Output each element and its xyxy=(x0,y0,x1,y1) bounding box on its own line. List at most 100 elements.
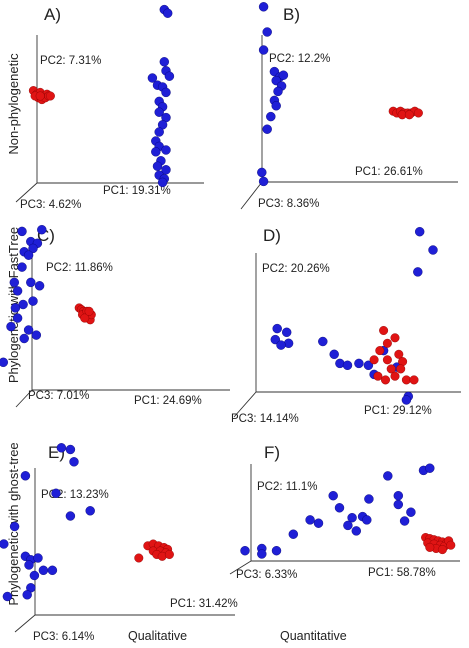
panel-f-blue-point-17 xyxy=(399,516,410,526)
panel-a-blue-point-11 xyxy=(154,107,164,117)
panel-b-pc1-label: PC1: 26.61% xyxy=(355,166,423,178)
panel-e-blue-point-18 xyxy=(2,591,13,602)
panel-d-blue-point-7 xyxy=(276,340,286,350)
panel-d-red-point-11 xyxy=(390,371,400,381)
panel-f-blue-point-7 xyxy=(328,491,338,501)
panel-a-blue-point-4 xyxy=(164,71,175,81)
panel-d-blue-point-13 xyxy=(363,360,374,370)
panel-a-blue-point-21 xyxy=(161,165,171,175)
panel-b-red-point-9 xyxy=(404,110,414,120)
panel-a-axes xyxy=(15,35,204,203)
panel-f-red-point-12 xyxy=(425,542,435,552)
panel-a-blue-point-20 xyxy=(152,161,163,171)
panel-c-blue-point-13 xyxy=(10,303,21,313)
panel-b-red-point-7 xyxy=(413,108,423,118)
panel-e-blue-point-7 xyxy=(9,521,20,532)
panel-d-red-point-4 xyxy=(394,349,404,359)
panel-f: F) PC2: 11.1% PC1: 58.78% PC3: 6.33% xyxy=(229,443,460,581)
panel-f-red-point-11 xyxy=(437,545,447,555)
panel-d-blue-point-11 xyxy=(342,360,353,370)
column-label-qualitative: Qualitative xyxy=(128,629,187,643)
panel-f-blue-point-8 xyxy=(334,503,345,513)
panel-b-pc3-label: PC3: 8.36% xyxy=(258,198,319,210)
panel-d-blue-point-2 xyxy=(413,267,423,277)
panel-a-red-point-10 xyxy=(35,91,45,101)
panel-b-blue-point-2 xyxy=(258,45,269,55)
column-label-quantitative: Quantitative xyxy=(280,629,347,643)
panel-c-blue-point-4 xyxy=(28,243,38,254)
panel-c-red-point-10 xyxy=(84,306,94,316)
panel-b-pc2-label: PC2: 12.2% xyxy=(269,53,330,65)
panel-d-pc2-label: PC2: 20.26% xyxy=(262,263,330,275)
panel-a-blue-point-18 xyxy=(151,147,161,157)
panel-b-blue-point-5 xyxy=(278,70,289,80)
panel-c-blue-point-7 xyxy=(17,262,27,272)
panel-f-pc2-label: PC2: 11.1% xyxy=(257,481,318,493)
panel-a-letter: A) xyxy=(44,5,61,24)
panel-d-red-point-8 xyxy=(386,364,396,374)
panel-a-blue-point-5 xyxy=(147,73,158,83)
panel-f-blue-point-18 xyxy=(406,507,416,517)
panel-b-blue-point-10 xyxy=(271,101,281,111)
panel-a-blue-point-1 xyxy=(162,8,173,18)
panel-f-blue-point-19 xyxy=(393,491,403,501)
panel-a-pc2-label: PC2: 7.31% xyxy=(40,55,101,67)
panel-c-blue-point-15 xyxy=(12,313,23,323)
panel-f-pc3-label: PC3: 6.33% xyxy=(236,569,297,581)
panel-c-blue-point-9 xyxy=(12,286,23,296)
panel-f-blue-point-2 xyxy=(257,549,267,559)
panel-b-blue-point-1 xyxy=(262,27,272,37)
panel-d-red-point-0 xyxy=(379,326,389,336)
panel-f-blue-point-15 xyxy=(383,471,393,481)
panel-d: D) PC2: 20.26% PC1: 29.12% PC3: 14.14% xyxy=(231,226,461,425)
panel-c-blue-point-8 xyxy=(9,277,20,288)
panel-d-red-point-10 xyxy=(381,375,391,385)
panel-e-blue-point-12 xyxy=(24,560,34,570)
panel-e-blue-point-4 xyxy=(51,488,61,498)
panel-d-blue-point-3 xyxy=(272,323,282,334)
panel-c-blue-point-19 xyxy=(31,330,41,340)
panel-b-blue-point-13 xyxy=(257,167,267,178)
panel-a-pc1-label: PC1: 19.31% xyxy=(103,185,171,197)
panel-e-pc2-label: PC2: 13.23% xyxy=(41,489,109,501)
panel-f-blue-point-21 xyxy=(425,463,435,473)
panel-c-blue-point-17 xyxy=(6,321,16,332)
panel-d-red-point-3 xyxy=(375,346,385,356)
panel-b: B) PC2: 12.2% PC1: 26.61% PC3: 8.36% xyxy=(240,2,458,210)
panel-d-red-point-14 xyxy=(396,364,406,374)
panel-c-blue-point-16 xyxy=(23,325,34,335)
panel-f-blue-point-14 xyxy=(364,494,374,504)
panel-b-blue-point-8 xyxy=(273,86,283,97)
panel-c-blue-point-11 xyxy=(34,281,45,291)
panel-b-blue-point-11 xyxy=(266,111,276,122)
panel-a-red-point-11 xyxy=(45,91,55,101)
panel-f-blue-point-0 xyxy=(240,546,250,556)
panel-e-blue-point-17 xyxy=(22,590,32,600)
panel-e-blue-point-8 xyxy=(0,539,9,549)
panel-d-blue-point-4 xyxy=(282,327,292,337)
panel-f-blue-point-5 xyxy=(305,515,315,525)
panel-d-blue-point-8 xyxy=(318,336,328,347)
panel-c-blue-point-18 xyxy=(19,333,29,344)
panel-c-blue-point-14 xyxy=(28,296,38,306)
panel-d-blue-point-1 xyxy=(428,245,438,255)
panel-f-blue-point-16 xyxy=(393,499,403,510)
panel-c-pc3-label: PC3: 7.01% xyxy=(28,390,89,402)
panel-e-blue-point-13 xyxy=(38,565,49,575)
panel-c-blue-point-10 xyxy=(26,277,36,288)
panel-f-blue-point-13 xyxy=(362,515,372,525)
panel-a: A) PC2: 7.31% PC1: 19.31% PC3: 4.62% xyxy=(15,4,204,211)
panel-e-axes xyxy=(14,468,235,633)
panel-d-axes xyxy=(233,253,461,418)
panel-c-blue-point-0 xyxy=(17,226,27,237)
panel-e-blue-point-3 xyxy=(20,471,31,481)
panel-d-blue-point-5 xyxy=(270,334,280,345)
panel-d-red-point-9 xyxy=(373,371,383,381)
panel-b-blue-point-0 xyxy=(258,2,269,12)
panel-a-blue-point-2 xyxy=(159,57,170,67)
panel-f-blue-point-3 xyxy=(271,546,282,556)
panel-d-red-point-12 xyxy=(401,375,411,385)
panel-b-letter: B) xyxy=(283,5,300,24)
panel-c-blue-point-20 xyxy=(0,357,8,367)
